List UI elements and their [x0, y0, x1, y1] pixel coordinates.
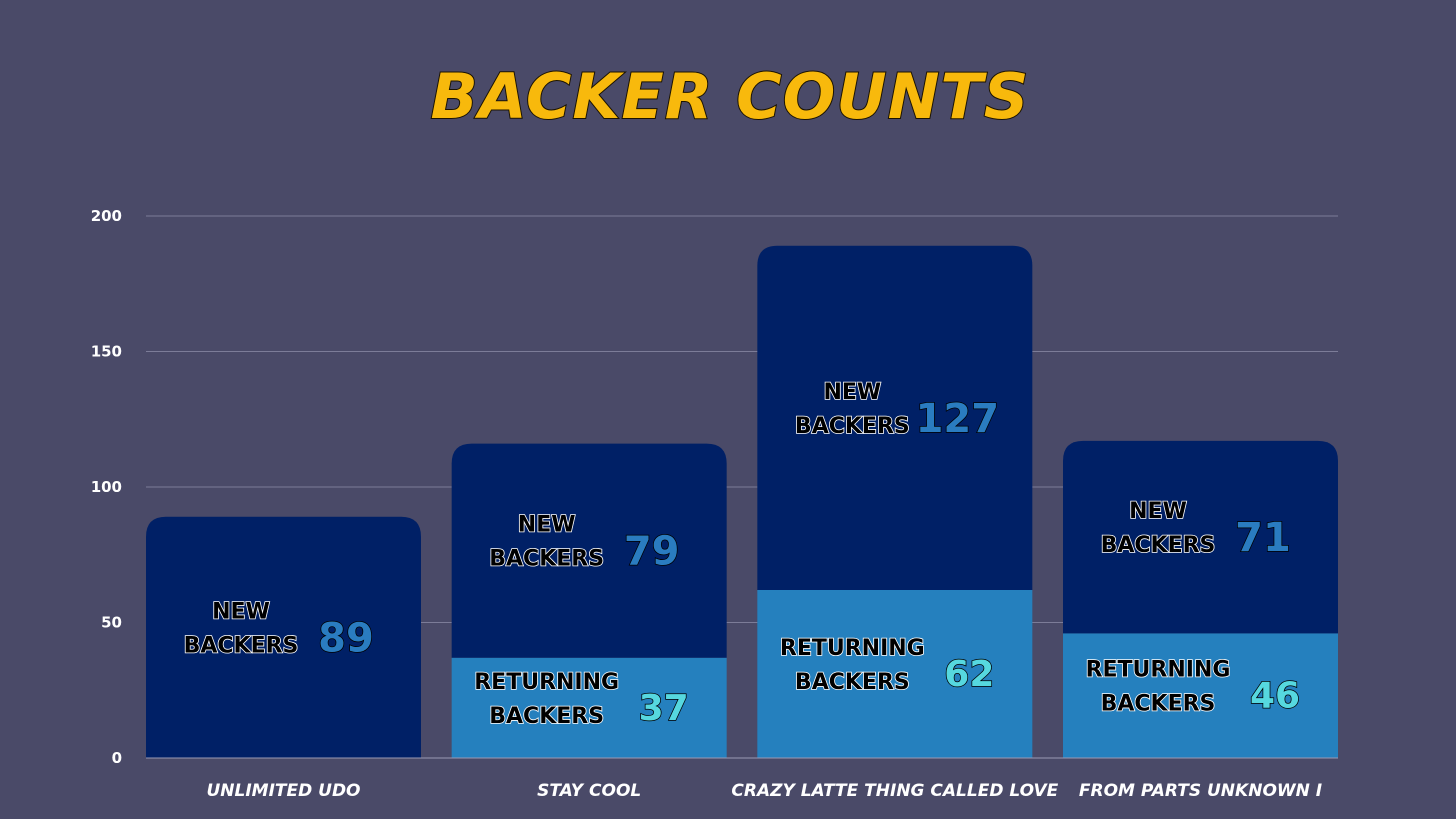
x-tick-label: UNLIMITED UDO: [206, 781, 360, 801]
y-tick-label: 100: [91, 478, 122, 496]
data-label-new: 79: [624, 529, 680, 575]
data-label-returning: 37: [639, 688, 689, 729]
y-tick-label: 50: [101, 614, 122, 632]
series-label-new: NEW BACKERS: [795, 380, 910, 439]
y-tick-label: 150: [91, 343, 122, 361]
bar-group: NEW BACKERS 89: [146, 516, 421, 758]
chart-title: BACKER COUNTS: [431, 60, 1030, 133]
series-label-new: NEW BACKERS: [1101, 499, 1216, 558]
bar-segment-returning: [757, 589, 1033, 758]
data-label-new: 71: [1235, 515, 1291, 561]
y-tick-label: 0: [112, 749, 122, 767]
bar-group: NEW BACKERS 71 RETURNING BACKERS 46: [1063, 440, 1338, 758]
series-label-returning: RETURNING BACKERS: [474, 670, 619, 729]
x-tick-label: CRAZY LATTE THING CALLED LOVE: [731, 781, 1058, 801]
y-tick-label: 200: [91, 207, 122, 225]
bars: NEW BACKERS 89 NEW BACKERS 79 RETURNING BACKERS…: [146, 245, 1338, 758]
bar-group: NEW BACKERS 79 RETURNING BACKERS 37: [451, 443, 727, 758]
x-tick-label: STAY COOL: [537, 781, 641, 801]
series-label-new: NEW BACKERS: [489, 513, 604, 572]
y-axis: 0 50 100 150 200: [91, 207, 122, 767]
bar-segment-returning: [451, 657, 727, 758]
x-axis: UNLIMITED UDO STAY COOL CRAZY LATTE THING …: [146, 757, 1338, 801]
bar-segment-new: [757, 245, 1033, 590]
x-tick-label: FROM PARTS UNKNOWN I: [1079, 781, 1322, 801]
bar-segment-new: [451, 443, 727, 658]
data-label-returning: 62: [944, 654, 994, 695]
bar-segment-new: [146, 516, 421, 758]
data-label-returning: 46: [1250, 676, 1300, 717]
bar-segment-new: [1063, 440, 1338, 634]
data-label-new: 89: [318, 615, 374, 661]
data-label-new: 127: [916, 396, 1000, 442]
series-label-new: NEW BACKERS: [184, 599, 299, 658]
series-label-returning: RETURNING BACKERS: [780, 636, 925, 695]
bar-group: NEW BACKERS 127 RETURNING BACKERS 62: [757, 245, 1033, 758]
series-label-returning: RETURNING BACKERS: [1086, 658, 1231, 717]
bar-segment-returning: [1063, 633, 1338, 758]
